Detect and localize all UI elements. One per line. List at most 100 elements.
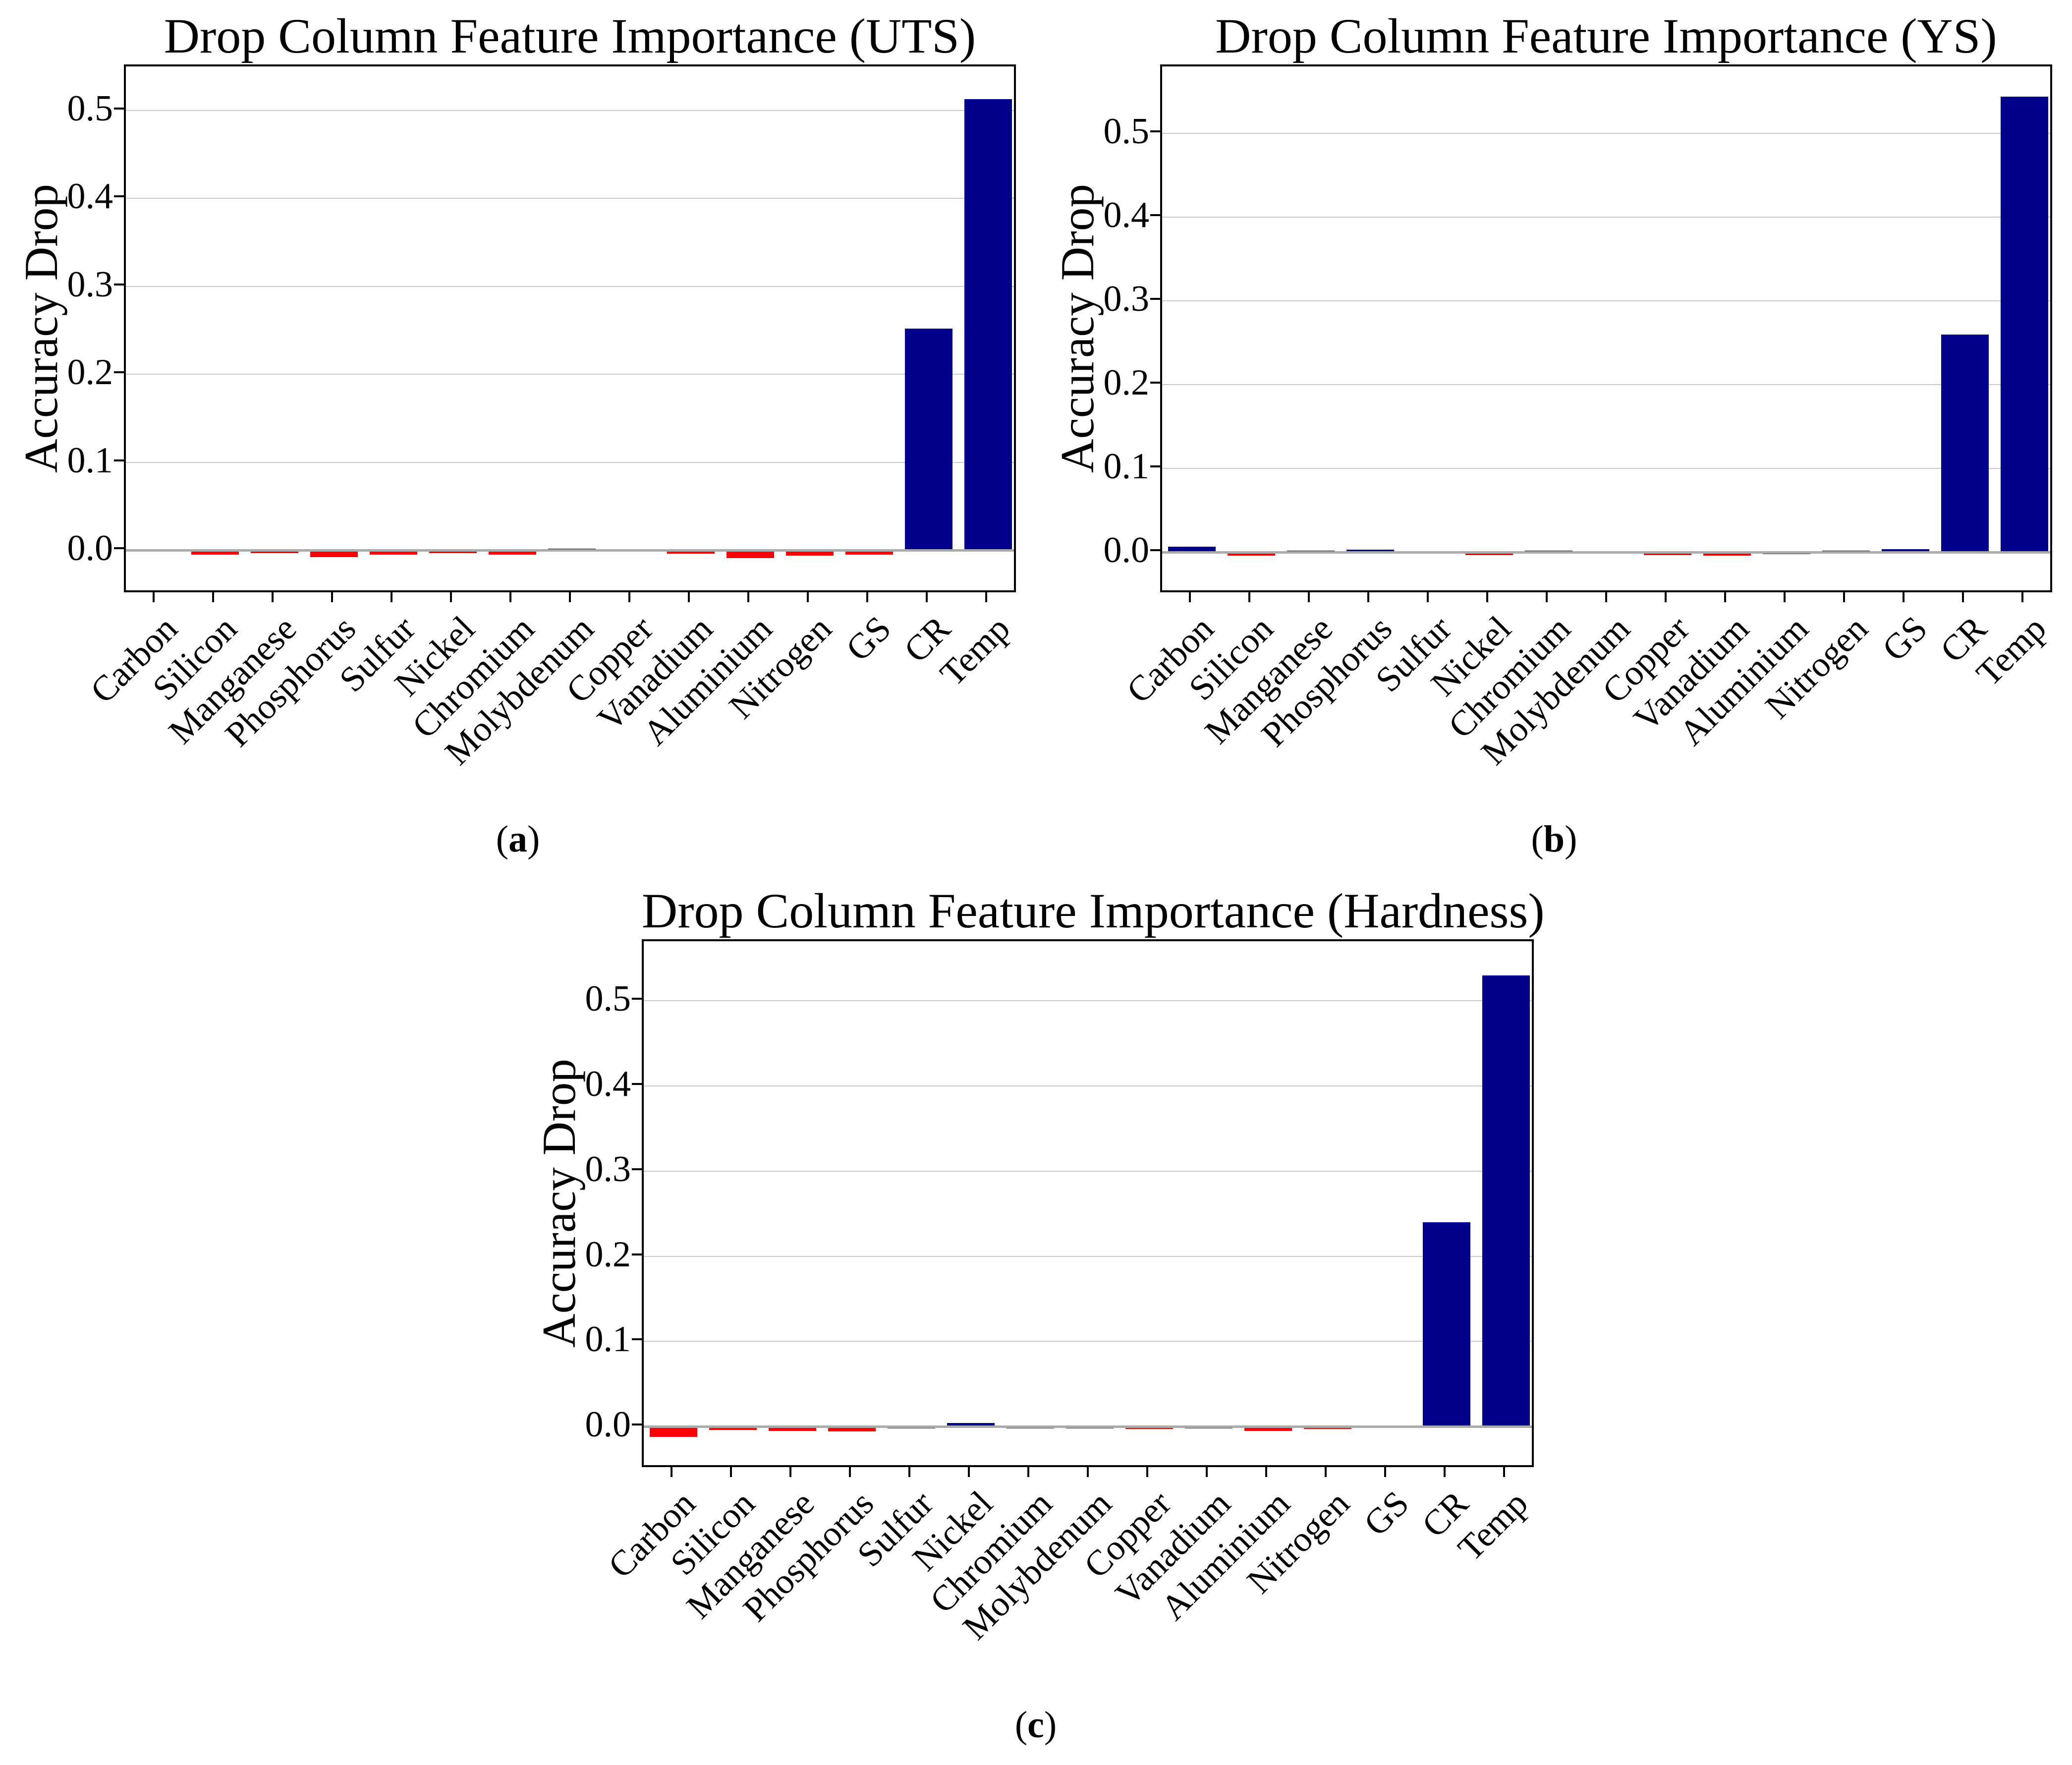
bar-nickel — [429, 550, 477, 553]
x-tick-mark — [272, 592, 274, 602]
y-tick-mark — [632, 1338, 642, 1341]
bar-manganese — [769, 1426, 816, 1431]
y-tick-mark — [1150, 549, 1160, 552]
bar-sulfur — [370, 550, 417, 555]
x-tick-mark — [1146, 1467, 1148, 1477]
x-tick-mark — [1308, 592, 1310, 602]
y-tick-mark — [1150, 298, 1160, 300]
y-tick-label: 0.2 — [1103, 362, 1150, 403]
bar-aluminium — [727, 550, 774, 559]
x-tick-mark — [1962, 592, 1964, 602]
chart-ys: Drop Column Feature Importance (YS) Accu… — [1036, 0, 2072, 872]
gridline — [1162, 384, 2050, 386]
y-tick-mark — [114, 547, 124, 550]
x-tick-mark — [509, 592, 511, 602]
x-tick-mark — [1087, 1467, 1089, 1477]
bar-nickel — [1465, 552, 1513, 555]
chart-hardness: Drop Column Feature Importance (Hardness… — [518, 875, 1554, 1765]
x-tick-mark — [985, 592, 987, 602]
bar-temp — [1482, 975, 1530, 1427]
x-tick-mark — [331, 592, 333, 602]
x-tick-mark — [789, 1467, 791, 1477]
x-tick-mark — [1444, 1467, 1446, 1477]
x-tick-mark — [569, 592, 571, 602]
y-tick-label: 0.4 — [67, 176, 113, 217]
y-tick-mark — [1150, 214, 1160, 217]
x-tick-mark — [747, 592, 749, 602]
x-tick-mark — [1843, 592, 1845, 602]
gridline — [644, 1085, 1532, 1087]
y-tick-label: 0.0 — [1103, 530, 1150, 571]
plot-area — [642, 939, 1534, 1467]
x-tick-mark — [1546, 592, 1548, 602]
y-tick-label: 0.0 — [585, 1404, 631, 1445]
gridline — [126, 461, 1014, 463]
subfigure-caption: (c) — [518, 1704, 1554, 1747]
y-tick-mark — [114, 459, 124, 461]
zero-axis-line — [1162, 551, 2050, 554]
caption-paren-close: ) — [1044, 1704, 1057, 1746]
gridline — [1162, 217, 2050, 218]
plot-area — [124, 64, 1016, 592]
caption-letter: a — [508, 818, 527, 860]
y-tick-label: 0.1 — [67, 440, 113, 481]
chart-title: Drop Column Feature Importance (YS) — [1215, 8, 1997, 63]
y-tick-mark — [1150, 382, 1160, 384]
caption-paren-close: ) — [1565, 818, 1577, 860]
y-tick-label: 0.2 — [67, 352, 113, 393]
bar-silicon — [709, 1426, 757, 1430]
x-tick-mark — [1486, 592, 1488, 602]
bar-gs — [1882, 549, 1929, 553]
bar-manganese — [251, 550, 298, 553]
x-tick-mark — [1427, 592, 1429, 602]
gridline — [644, 1000, 1532, 1002]
x-tick-mark — [391, 592, 392, 602]
subfigure-caption: (a) — [0, 818, 1036, 861]
caption-letter: c — [1027, 1704, 1044, 1746]
y-tick-mark — [1150, 130, 1160, 133]
y-axis-label: Accuracy Drop — [15, 184, 67, 473]
bar-cr — [905, 328, 952, 551]
bar-copper — [1644, 552, 1691, 555]
bar-nickel — [947, 1423, 995, 1427]
x-tick-mark — [908, 1467, 910, 1477]
y-tick-mark — [632, 1168, 642, 1170]
y-tick-mark — [1150, 465, 1160, 468]
bar-vanadium — [667, 550, 715, 554]
x-tick-mark — [153, 592, 155, 602]
gridline — [644, 1170, 1532, 1172]
x-tick-mark — [1248, 592, 1250, 602]
bar-aluminium — [1244, 1426, 1292, 1431]
caption-letter: b — [1543, 818, 1565, 860]
gridline — [126, 285, 1014, 287]
caption-paren-open: ( — [1531, 818, 1544, 860]
x-tick-mark — [1605, 592, 1607, 602]
x-tick-mark — [849, 1467, 851, 1477]
y-tick-label: 0.4 — [1103, 195, 1150, 236]
subfigure-caption: (b) — [1036, 818, 2072, 861]
y-tick-label: 0.3 — [585, 1148, 631, 1190]
x-tick-mark — [1189, 592, 1191, 602]
chart-title: Drop Column Feature Importance (UTS) — [164, 8, 976, 63]
x-tick-mark — [1724, 592, 1726, 602]
x-tick-mark — [1665, 592, 1667, 602]
bar-carbon — [650, 1426, 697, 1437]
y-tick-label: 0.0 — [67, 528, 113, 569]
bar-phosphorus — [828, 1426, 876, 1432]
bar-silicon — [1228, 552, 1275, 556]
chart-title: Drop Column Feature Importance (Hardness… — [642, 883, 1545, 938]
bar-temp — [2001, 96, 2048, 553]
y-tick-mark — [114, 107, 124, 110]
y-tick-label: 0.5 — [585, 978, 631, 1020]
gridline — [644, 1341, 1532, 1342]
y-tick-label: 0.1 — [585, 1319, 631, 1360]
x-tick-mark — [1367, 592, 1369, 602]
y-tick-label: 0.1 — [1103, 446, 1150, 487]
caption-paren-open: ( — [1014, 1704, 1028, 1746]
y-tick-label: 0.4 — [585, 1064, 631, 1105]
y-tick-mark — [632, 998, 642, 1000]
bar-phosphorus — [1346, 550, 1394, 553]
y-tick-label: 0.3 — [1103, 279, 1150, 320]
bar-cr — [1941, 334, 1989, 553]
y-tick-label: 0.5 — [67, 88, 113, 129]
